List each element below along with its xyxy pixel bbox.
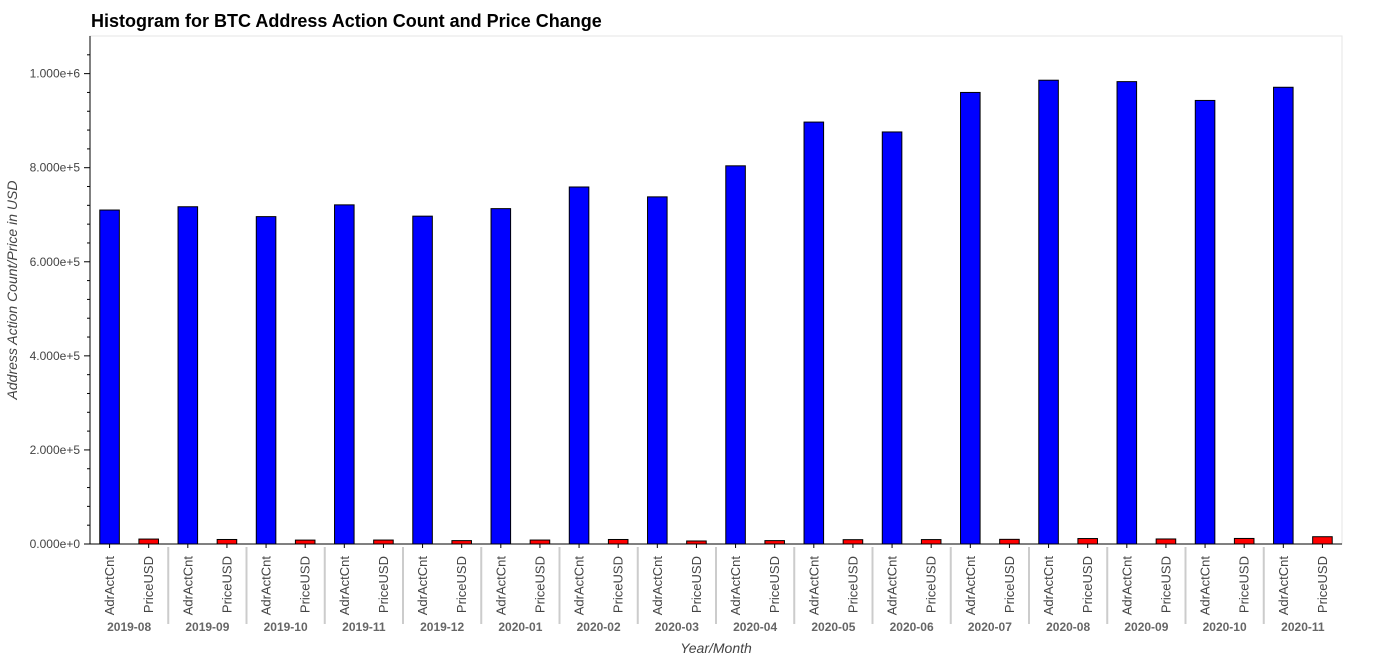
- x-sub-label: AdrActCnt: [650, 556, 665, 616]
- bar-priceusd-2020-06: [920, 539, 942, 545]
- bar-priceusd-2019-12: [451, 540, 472, 545]
- bar-adractcnt-2020-07: [960, 91, 981, 545]
- bar-priceusd-2019-08: [138, 538, 159, 545]
- x-sub-label: AdrActCnt: [259, 556, 274, 616]
- bar-priceusd-2020-11: [1312, 536, 1333, 545]
- bar-adractcnt-2020-04: [725, 165, 746, 545]
- x-sub-label: AdrActCnt: [1119, 556, 1134, 616]
- x-group-label: 2020-05: [811, 620, 855, 634]
- bar-adractcnt-2020-02: [568, 186, 590, 545]
- bar-priceusd-2020-02: [607, 538, 629, 545]
- x-sub-label: PriceUSD: [141, 556, 156, 613]
- bar-priceusd-2020-07: [999, 538, 1020, 545]
- x-sub-label: AdrActCnt: [806, 556, 821, 616]
- x-group-label: 2020-03: [655, 620, 699, 634]
- x-sub-label: PriceUSD: [845, 556, 860, 613]
- x-group-label: 2020-02: [577, 620, 621, 634]
- x-sub-label: PriceUSD: [454, 556, 469, 613]
- x-sub-label: PriceUSD: [1002, 556, 1017, 613]
- x-sub-label: PriceUSD: [924, 556, 939, 613]
- x-group-label: 2019-10: [264, 620, 308, 634]
- y-tick-label: 4.000e+5: [30, 349, 81, 363]
- x-sub-label: PriceUSD: [219, 556, 234, 613]
- bar-adractcnt-2020-05: [803, 121, 825, 545]
- x-sub-label: PriceUSD: [1315, 556, 1330, 613]
- x-sub-label: AdrActCnt: [493, 556, 508, 616]
- y-axis-label: Address Action Count/Price in USD: [4, 181, 20, 401]
- x-sub-label: PriceUSD: [376, 556, 391, 613]
- x-sub-label: PriceUSD: [1080, 556, 1095, 613]
- x-sub-label: AdrActCnt: [180, 556, 195, 616]
- bar-adractcnt-2019-09: [177, 206, 199, 545]
- x-axis-label: Year/Month: [680, 640, 752, 656]
- x-group-label: 2020-11: [1281, 620, 1325, 634]
- x-sub-label: AdrActCnt: [1041, 556, 1056, 616]
- plot-frame: [89, 35, 1343, 545]
- x-sub-label: PriceUSD: [611, 556, 626, 613]
- x-sub-label: PriceUSD: [1237, 556, 1252, 613]
- bar-adractcnt-2020-10: [1194, 99, 1216, 545]
- y-tick-label: 1.000e+6: [30, 67, 81, 81]
- x-sub-label: AdrActCnt: [963, 556, 978, 616]
- bar-priceusd-2019-10: [294, 539, 316, 545]
- bar-adractcnt-2019-08: [99, 209, 120, 545]
- bars-layer: [99, 79, 1333, 545]
- x-sub-label: AdrActCnt: [1198, 556, 1213, 616]
- bar-adractcnt-2019-10: [255, 216, 277, 545]
- x-group-label: 2020-07: [968, 620, 1012, 634]
- bar-adractcnt-2020-08: [1038, 79, 1059, 545]
- y-axis: 0.000e+0 2.000e+5 4.000e+5 6.000e+5 8.000e+5…: [30, 36, 91, 551]
- x-group-label: 2019-08: [107, 620, 151, 634]
- x-axis: AdrActCnt PriceUSD 2019-08 AdrActCnt PriceUS…: [90, 543, 1342, 634]
- bar-adractcnt-2020-11: [1273, 86, 1294, 545]
- x-sub-label: PriceUSD: [767, 556, 782, 613]
- bar-priceusd-2020-01: [529, 539, 551, 545]
- bar-priceusd-2020-04: [764, 540, 785, 545]
- bar-adractcnt-2020-03: [647, 196, 668, 545]
- bar-priceusd-2019-09: [216, 538, 238, 545]
- x-group-label: 2020-09: [1124, 620, 1168, 634]
- x-group-label: 2020-10: [1203, 620, 1247, 634]
- x-sub-label: AdrActCnt: [102, 556, 117, 616]
- x-sub-label: PriceUSD: [1158, 556, 1173, 613]
- x-group-label: 2020-06: [890, 620, 934, 634]
- x-group-label: 2019-09: [185, 620, 229, 634]
- y-tick-label: 6.000e+5: [30, 255, 81, 269]
- bar-priceusd-2019-11: [373, 539, 394, 545]
- x-group-label: 2020-04: [733, 620, 777, 634]
- x-group-label: 2020-01: [498, 620, 542, 634]
- bar-adractcnt-2019-12: [412, 215, 433, 545]
- bar-priceusd-2020-09: [1155, 538, 1177, 545]
- x-sub-label: AdrActCnt: [572, 556, 587, 616]
- y-tick-label: 0.000e+0: [30, 537, 81, 551]
- bar-priceusd-2020-05: [842, 539, 864, 545]
- bar-priceusd-2020-10: [1233, 537, 1255, 545]
- bar-adractcnt-2020-06: [881, 131, 903, 545]
- chart-title: Histogram for BTC Address Action Count a…: [91, 11, 602, 31]
- x-sub-label: AdrActCnt: [415, 556, 430, 616]
- x-sub-label: AdrActCnt: [885, 556, 900, 616]
- x-group-label: 2019-11: [342, 620, 386, 634]
- x-sub-label: PriceUSD: [298, 556, 313, 613]
- x-sub-label: PriceUSD: [532, 556, 547, 613]
- y-tick-label: 8.000e+5: [30, 161, 81, 175]
- x-group-label: 2020-08: [1046, 620, 1090, 634]
- bar-priceusd-2020-08: [1077, 538, 1098, 545]
- bar-adractcnt-2020-09: [1116, 81, 1138, 545]
- x-sub-label: PriceUSD: [689, 556, 704, 613]
- x-group-label: 2019-12: [420, 620, 464, 634]
- x-sub-label: AdrActCnt: [1276, 556, 1291, 616]
- y-tick-label: 2.000e+5: [30, 443, 81, 457]
- x-sub-label: AdrActCnt: [337, 556, 352, 616]
- bar-adractcnt-2019-11: [334, 204, 355, 545]
- x-sub-label: AdrActCnt: [728, 556, 743, 616]
- bar-adractcnt-2020-01: [490, 208, 512, 545]
